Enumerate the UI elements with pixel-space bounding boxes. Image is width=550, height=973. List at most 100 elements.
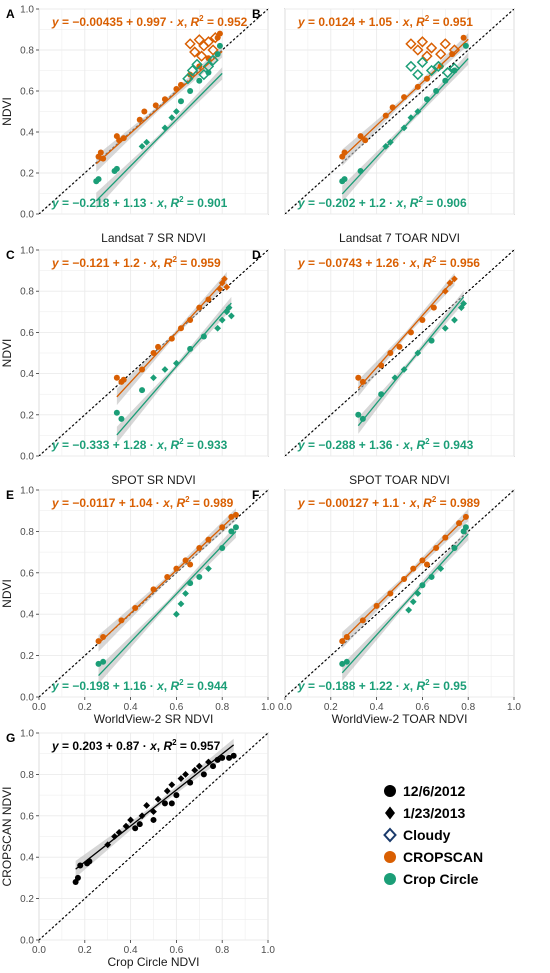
- data-point: [425, 64, 438, 77]
- data-point: [143, 802, 151, 809]
- y-tick-label: 0.0: [20, 452, 34, 463]
- data-point: [86, 858, 93, 865]
- data-point: [132, 825, 139, 832]
- y-tick-label: 0.4: [20, 369, 34, 380]
- y-tick-label: 1.0: [20, 729, 34, 740]
- data-point: [150, 350, 157, 356]
- y-tick-label: 0.6: [20, 87, 34, 98]
- data-point: [182, 771, 189, 778]
- data-point: [150, 586, 157, 593]
- data-point: [189, 46, 201, 58]
- legend-label: 12/6/2012: [403, 783, 465, 799]
- y-tick-label: 0.8: [20, 770, 34, 781]
- y-tick-label: 1.0: [20, 5, 34, 16]
- data-point: [400, 366, 408, 373]
- data-point: [104, 841, 112, 849]
- y-tick-label: 0.4: [20, 610, 34, 621]
- data-point: [187, 345, 194, 352]
- data-point: [441, 324, 449, 332]
- y-axis-label: NDVI: [0, 97, 14, 126]
- data-point: [177, 81, 184, 88]
- data-point: [227, 312, 235, 320]
- plot-content: [285, 490, 514, 697]
- y-tick-label: 0.2: [20, 651, 34, 662]
- data-point: [339, 660, 346, 667]
- data-point: [405, 60, 417, 73]
- y-tick-label: 0.0: [20, 210, 34, 221]
- data-point: [226, 754, 233, 761]
- x-tick-label: 0.8: [215, 945, 229, 956]
- data-point: [386, 138, 394, 146]
- y-tick-label: 1.0: [20, 246, 34, 257]
- data-point: [216, 42, 223, 49]
- legend-symbol: [385, 806, 395, 820]
- x-axis-label: WorldView-2 SR NDVI: [94, 712, 214, 726]
- data-point: [357, 133, 364, 140]
- data-point: [136, 821, 143, 828]
- data-point: [191, 766, 199, 774]
- panel-letter: F: [252, 488, 259, 502]
- x-tick-label: 0.4: [124, 945, 138, 956]
- confidence-band: [116, 296, 232, 444]
- x-tick-label: 0.2: [78, 945, 92, 956]
- data-point: [127, 816, 134, 824]
- series-crop-circle: [339, 42, 469, 203]
- series-crop-circle: [95, 524, 239, 684]
- x-tick-label: 0.4: [370, 702, 384, 713]
- regression-line: [95, 72, 223, 202]
- legend-item: Cloudy: [383, 827, 451, 843]
- y-tick-label: 0.4: [20, 853, 34, 864]
- y-tick-label: 0.0: [20, 693, 34, 704]
- data-point: [207, 54, 219, 66]
- x-tick-label: 0.6: [415, 702, 429, 713]
- data-point: [205, 296, 212, 303]
- legend-symbol: [384, 851, 396, 863]
- series-all: [72, 738, 237, 886]
- data-point: [95, 176, 102, 183]
- data-point: [139, 387, 146, 394]
- data-point: [202, 36, 215, 48]
- data-point: [196, 304, 203, 311]
- data-point: [432, 60, 445, 73]
- data-point: [448, 44, 461, 56]
- data-point: [173, 359, 180, 367]
- data-point: [341, 176, 348, 183]
- x-tick-label: 0.0: [278, 702, 292, 713]
- data-point: [173, 85, 180, 92]
- data-point: [161, 800, 168, 807]
- data-point: [355, 411, 362, 418]
- data-point: [214, 756, 221, 763]
- confidence-band: [342, 527, 469, 682]
- series-cropscan: [113, 272, 231, 406]
- data-point: [378, 391, 385, 398]
- data-point: [423, 561, 430, 568]
- data-point: [95, 638, 102, 645]
- gridlines: [284, 249, 515, 457]
- y-tick-label: 0.2: [20, 169, 34, 180]
- x-tick-label: 0.0: [32, 702, 46, 713]
- legend-label: CROPSCAN: [403, 849, 483, 865]
- data-point: [111, 833, 118, 840]
- data-point: [414, 83, 421, 90]
- regression-equation: y = −0.288 + 1.36 · x, R2 = 0.943: [297, 437, 474, 452]
- data-point: [173, 108, 180, 115]
- data-point: [118, 617, 125, 624]
- x-tick-label: 0.8: [215, 702, 229, 713]
- data-point: [196, 77, 203, 84]
- data-point: [187, 561, 194, 568]
- data-point: [421, 50, 433, 62]
- y-axis-label: NDVI: [0, 339, 14, 368]
- data-point: [412, 68, 424, 81]
- x-tick-label: 0.0: [32, 945, 46, 956]
- panel-a: 0.0 0.2 0.4 0.6 0.8 1.0 NDVI Landsat 7 SR NDVI A…: [0, 5, 269, 245]
- data-point: [343, 658, 350, 665]
- y-tick-label: 0.0: [20, 936, 34, 947]
- data-point: [449, 51, 456, 58]
- data-point: [195, 762, 203, 770]
- data-point: [154, 795, 162, 803]
- gridlines: [284, 8, 515, 215]
- data-point: [200, 771, 207, 778]
- data-point: [155, 343, 162, 350]
- data-point: [161, 96, 168, 103]
- data-point: [161, 366, 169, 373]
